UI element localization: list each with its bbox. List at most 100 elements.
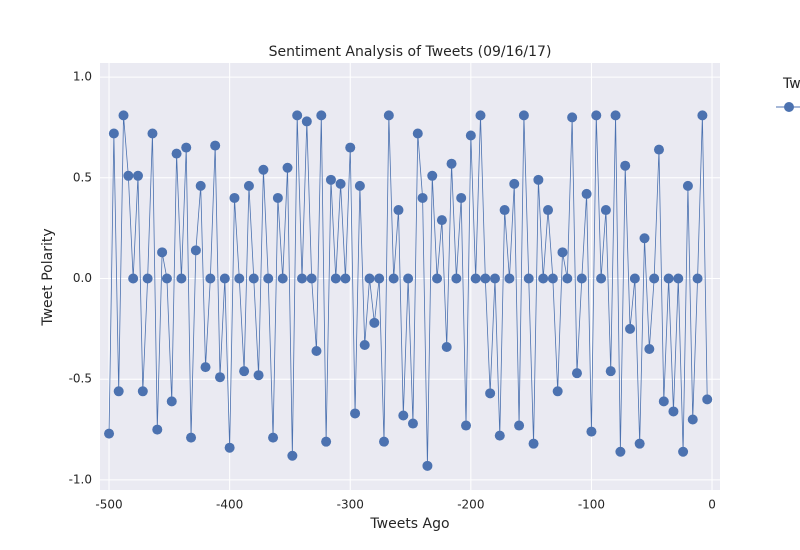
point [379,436,390,447]
x-tick-label: -200 [457,498,484,512]
y-axis-label: Tweet Polarity [40,228,56,326]
point [644,344,655,355]
point [658,396,669,407]
point [234,273,245,284]
point [123,170,134,181]
marks [104,110,713,471]
point [615,446,626,457]
point [591,110,602,121]
point [610,110,621,121]
point [528,438,539,449]
point [567,112,578,123]
point [634,438,645,449]
point [340,273,351,284]
point [412,128,423,139]
chart-title: Sentiment Analysis of Tweets (09/16/17) [269,44,552,60]
point [605,366,616,377]
point [205,273,216,284]
point [427,170,438,181]
point [330,273,341,284]
point [417,192,428,203]
point [697,110,708,121]
point [702,394,713,405]
point [600,205,611,216]
point [456,192,467,203]
point [253,370,264,381]
point [663,273,674,284]
point [224,442,235,453]
y-tick-label: 0.0 [73,271,92,285]
point [678,446,689,457]
point [673,273,684,284]
point [552,386,563,397]
point [523,273,534,284]
point [629,273,640,284]
x-tick-label: -300 [337,498,364,512]
point [239,366,250,377]
point [682,180,693,191]
point [499,205,510,216]
point [354,180,365,191]
point [653,144,664,155]
point [620,160,631,171]
point [451,273,462,284]
point [248,273,259,284]
point [263,273,274,284]
point [147,128,158,139]
point [166,396,177,407]
point [297,273,308,284]
point [470,273,481,284]
point [345,142,356,153]
point [229,192,240,203]
point [388,273,399,284]
point [687,414,698,425]
point [461,420,472,431]
point [374,273,385,284]
point [152,424,163,435]
point [543,205,554,216]
point [383,110,394,121]
point [113,386,124,397]
point [214,372,225,383]
x-tick-label: -500 [95,498,122,512]
point [350,408,361,419]
point [359,339,370,350]
point [596,273,607,284]
point [485,388,496,399]
point [316,110,327,121]
point [118,110,129,121]
point [108,128,119,139]
point [509,178,520,189]
y-tick-label: -0.5 [69,372,92,386]
y-tick-label: -1.0 [69,472,92,486]
point [325,174,336,185]
point [562,273,573,284]
x-tick-label: -400 [216,498,243,512]
point [272,192,283,203]
point [393,205,404,216]
point [465,130,476,141]
point [287,450,298,461]
point [533,174,544,185]
point [200,362,211,373]
point [547,273,558,284]
point [292,110,303,121]
point [104,428,115,439]
point [489,273,500,284]
point [557,247,568,258]
point [668,406,679,417]
point [514,420,525,431]
point [243,180,254,191]
point [171,148,182,159]
point [422,460,433,471]
point [186,432,197,443]
point [692,273,703,284]
point [581,188,592,199]
point [137,386,148,397]
point [586,426,597,437]
point [504,273,515,284]
point [403,273,414,284]
point [494,430,505,441]
point [335,178,346,189]
